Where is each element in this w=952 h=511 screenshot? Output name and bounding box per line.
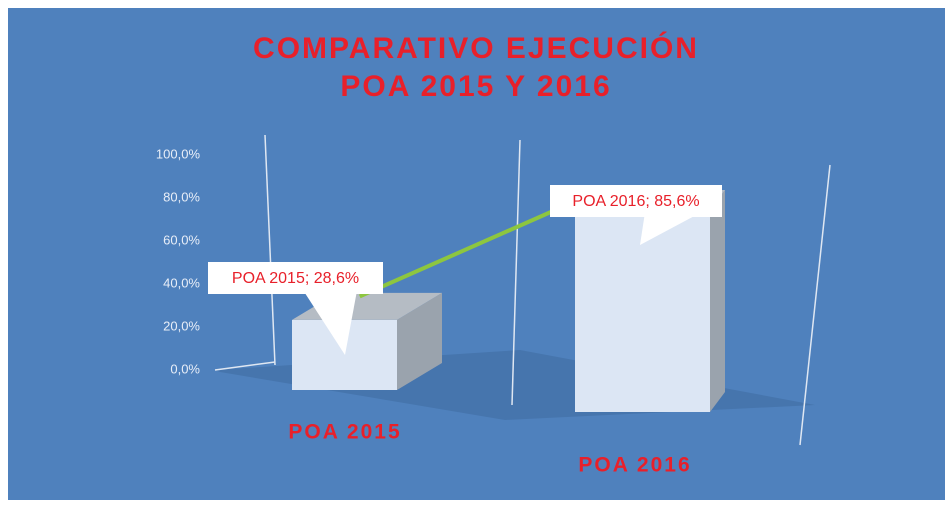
data-label: POA 2015; 28,6% bbox=[232, 270, 359, 287]
axis-floor bbox=[214, 361, 276, 371]
y-tick-label: 100,0% bbox=[156, 146, 201, 161]
callout-pointer bbox=[304, 292, 357, 355]
y-tick-label: 40,0% bbox=[163, 275, 200, 290]
chart-title: COMPARATIVO EJECUCIÓN bbox=[253, 31, 699, 65]
x-tick-label: POA 2015 bbox=[288, 421, 401, 444]
axis-wall bbox=[799, 164, 831, 446]
callout-pointer bbox=[640, 215, 697, 245]
x-tick-label: POA 2016 bbox=[578, 454, 691, 477]
bar-side bbox=[397, 292, 442, 390]
axis-wall bbox=[511, 139, 521, 406]
bar-side bbox=[710, 189, 725, 412]
y-tick-label: 80,0% bbox=[163, 189, 200, 204]
background bbox=[8, 8, 945, 500]
data-label-box bbox=[208, 262, 383, 294]
axis-wall bbox=[264, 134, 276, 366]
y-tick-label: 0,0% bbox=[170, 361, 200, 376]
y-tick-label: 60,0% bbox=[163, 232, 200, 247]
data-label-box bbox=[550, 185, 722, 217]
chart-title: POA 2015 Y 2016 bbox=[340, 70, 611, 103]
y-tick-label: 20,0% bbox=[163, 318, 200, 333]
data-label: POA 2016; 85,6% bbox=[572, 193, 699, 210]
